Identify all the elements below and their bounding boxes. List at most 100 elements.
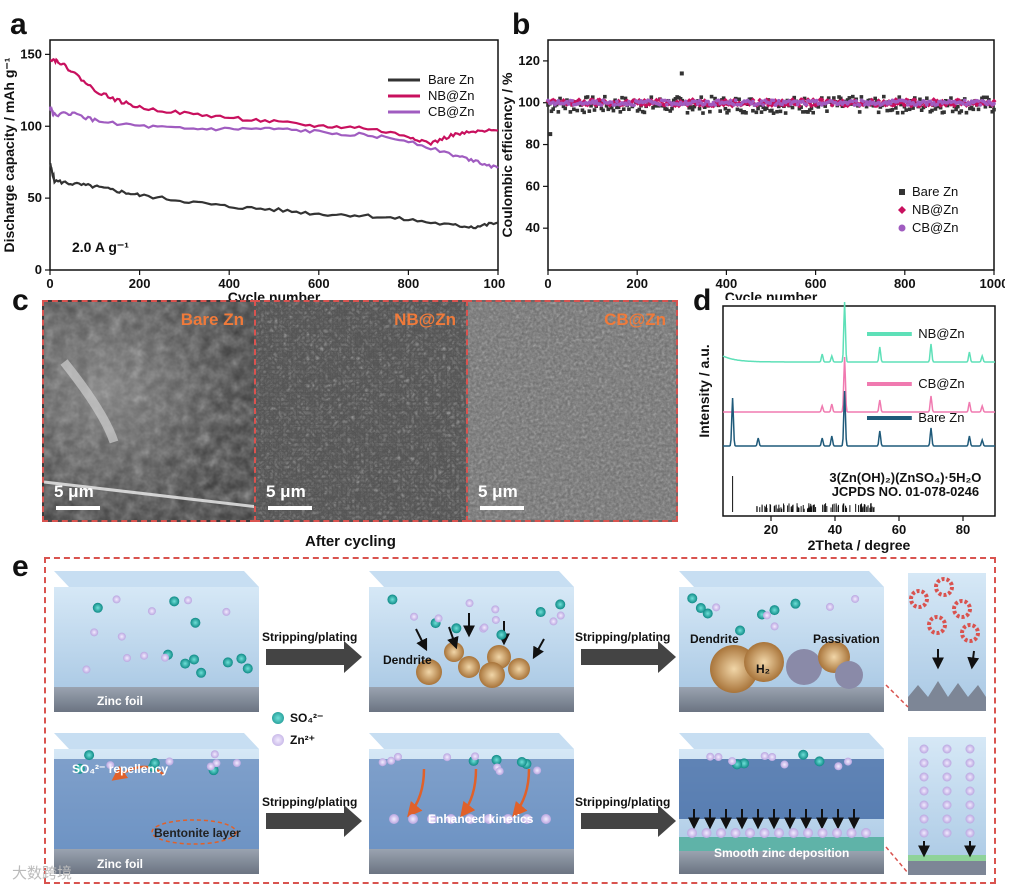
zn-ion (378, 758, 387, 767)
chart-b-point (811, 110, 815, 115)
chart-b-point (899, 102, 903, 107)
chart-b-point (576, 97, 582, 103)
chart-b-point (709, 94, 714, 99)
zn-ion-near-surface (427, 814, 437, 824)
chart-b-point (621, 107, 626, 111)
zn-ion-near-surface (522, 814, 532, 824)
chart-b-point (794, 99, 798, 104)
chart-b-point (749, 97, 753, 101)
chart-d-xtick-label: 80 (956, 522, 970, 537)
chart-b-point (890, 108, 895, 112)
detail-connectors (885, 684, 909, 874)
chart-b-point (597, 97, 603, 103)
bentonite-label: Bentonite layer (154, 826, 241, 840)
chart-b-point (733, 98, 738, 103)
chart-a-legend-label: CB@Zn (428, 104, 474, 119)
chart-b-point (758, 101, 762, 106)
chart-a-xlabel: Cycle number (228, 289, 321, 300)
chart-b-point (649, 95, 654, 100)
detail-top (908, 573, 986, 711)
zn-ion (491, 605, 500, 614)
chart-b-point (685, 110, 690, 115)
chart-b-point (744, 111, 748, 115)
chart-b-point (683, 99, 688, 104)
chart-b-point (981, 95, 986, 100)
chart-b-point (776, 104, 781, 109)
chart-b-legend-marker (899, 189, 905, 195)
zn-ion (533, 766, 542, 775)
schematic-art (54, 571, 986, 875)
chart-b-point (897, 95, 902, 99)
so4-ion (496, 629, 507, 640)
chart-b-point (665, 102, 669, 107)
chart-d-ref-card: JCPDS NO. 01-078-0246 (832, 484, 979, 499)
arrow-label-1: Stripping/plating (262, 630, 358, 644)
so4-ion (190, 617, 201, 628)
chart-b-point (699, 95, 704, 99)
uniform-arrows (688, 809, 976, 858)
zn-ion-deposit (788, 828, 799, 838)
legend-so4-marker (272, 712, 284, 724)
chart-b-xtick-label: 600 (805, 276, 827, 291)
chart-b-point (778, 109, 783, 114)
chart-b-point (992, 107, 996, 112)
zn-ion (140, 651, 149, 660)
chart-b-point (587, 109, 592, 113)
zn-ion-near-surface (408, 814, 418, 824)
zn-ion (834, 762, 843, 771)
chart-b-point (708, 109, 712, 114)
chart-b-point (585, 95, 590, 99)
ion-particles (74, 577, 980, 838)
chart-b-xtick-label: 800 (894, 276, 916, 291)
chart-b-point (653, 97, 659, 103)
chart-b-point (751, 99, 755, 104)
zn-ion-deposit (730, 828, 741, 838)
chart-b-xtick-label: 200 (626, 276, 648, 291)
chart-b-point (780, 102, 784, 107)
repellency-label: SO₄²⁻ repellency (72, 762, 169, 776)
chart-b-point (582, 110, 586, 115)
chart-b-point (651, 105, 655, 110)
chart-b-point (771, 98, 776, 103)
zn-ion-column (965, 814, 975, 824)
zn-ion-column (965, 800, 975, 810)
chart-b-point (556, 110, 561, 114)
chart-b-point (609, 100, 614, 105)
chart-b-point (894, 106, 898, 110)
chart-b-point (925, 102, 929, 107)
chart-b-point (696, 102, 700, 106)
chart-b-xtick-label: 400 (716, 276, 738, 291)
chart-b-point (901, 102, 907, 108)
chart-b-point (663, 98, 667, 103)
chart-b-point (783, 111, 788, 115)
chart-a-ytick-label: 50 (28, 190, 42, 205)
chart-a-xtick-label: 200 (129, 276, 151, 291)
zn-ion (760, 751, 769, 760)
chart-b-point (771, 111, 776, 115)
chart-b-point (969, 105, 974, 110)
zn-ion-column (919, 758, 929, 768)
legend-zn-label: Zn²⁺ (290, 733, 315, 747)
zn-ion (106, 761, 115, 770)
chart-b-point (756, 106, 760, 111)
chart-b-ytick-label: 100 (518, 95, 540, 110)
chart-b-point (790, 105, 795, 110)
zinc-foil-label-bottom: Zinc foil (97, 857, 143, 871)
chart-a-xtick-label: 1000 (484, 276, 505, 291)
chart-b-outlier (679, 71, 684, 76)
sem-texture-cb (468, 302, 676, 520)
chart-b-point (885, 108, 890, 113)
chart-b-point (572, 107, 576, 112)
chart-b-point (792, 95, 797, 100)
solvated-ion (909, 589, 929, 609)
zn-ion (780, 760, 789, 769)
chart-b-point (801, 110, 805, 114)
zn-ion (210, 750, 219, 759)
chart-a-frame (49, 39, 499, 271)
panel-label-e: e (12, 550, 29, 583)
chart-b-point (964, 110, 969, 115)
chart-b-point (808, 103, 814, 109)
chart-b-point (627, 99, 631, 104)
zn-ion (112, 595, 121, 604)
zn-ion-column (942, 758, 952, 768)
